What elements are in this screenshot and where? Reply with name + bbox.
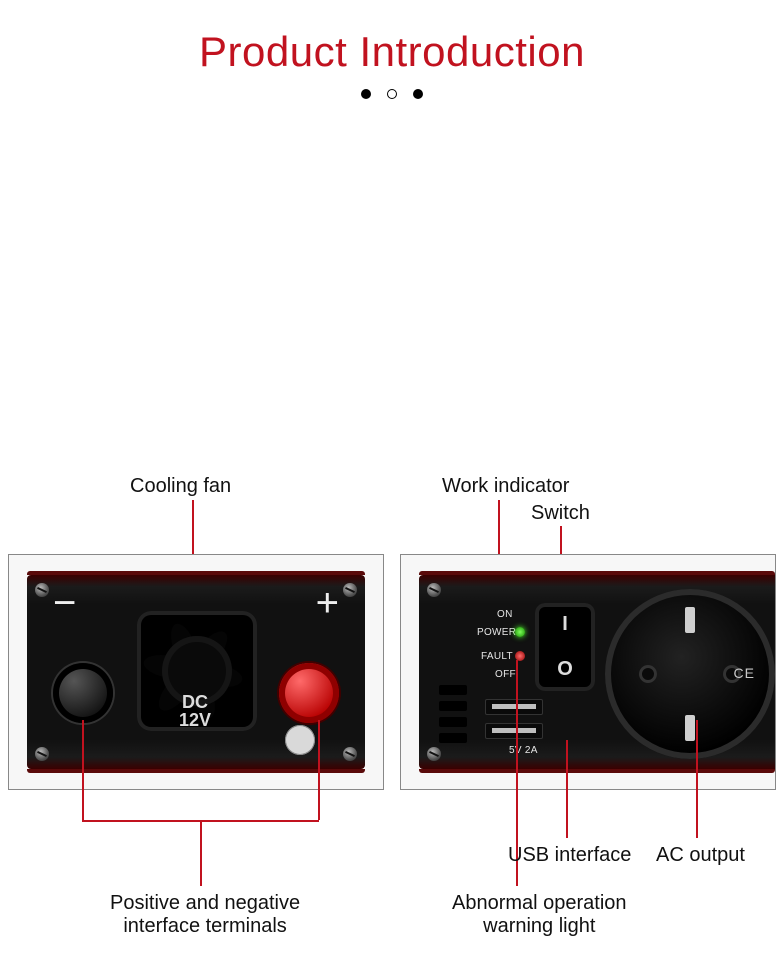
pager-dots [0, 86, 784, 104]
screw-icon [427, 583, 441, 597]
usb-rating: 5V 2A [509, 745, 538, 756]
label-usb-interface: USB interface [508, 844, 631, 867]
screw-icon [35, 583, 49, 597]
label-ac-output: AC output [656, 844, 745, 867]
screw-icon [35, 747, 49, 761]
work-indicator-led [515, 627, 525, 637]
screw-icon [343, 747, 357, 761]
screw-icon [343, 583, 357, 597]
vent-grille-icon [439, 685, 467, 743]
right-device-body: ON POWER FAULT OFF I O 5V 2A CE [419, 575, 775, 769]
leader-pos-terminal [318, 720, 320, 820]
label-switch: Switch [531, 502, 590, 525]
leader-usb [566, 740, 568, 838]
label-abnormal-line2: warning light [452, 915, 627, 938]
label-abnormal-line1: Abnormal operation [452, 892, 627, 915]
left-device-body: − + DC 12V [27, 575, 365, 769]
label-cooling-fan: Cooling fan [130, 475, 231, 498]
dot-3 [413, 89, 423, 99]
minus-sign: − [53, 581, 76, 626]
dc-text: DC [179, 693, 211, 711]
power-text: POWER [477, 627, 516, 638]
usb-port-1 [485, 699, 543, 715]
power-switch: I O [535, 603, 595, 691]
label-abnormal-warning: Abnormal operation warning light [452, 892, 627, 938]
ac-socket: CE [605, 589, 775, 759]
on-text: ON [497, 609, 513, 620]
off-text: OFF [495, 669, 516, 680]
positive-terminal [279, 663, 339, 723]
label-pos-neg-line2: interface terminals [110, 915, 300, 938]
left-panel: − + DC 12V [8, 554, 384, 790]
right-panel: ON POWER FAULT OFF I O 5V 2A CE [400, 554, 776, 790]
leader-neg-terminal [82, 720, 84, 820]
plus-sign: + [316, 581, 339, 626]
dc-volt: 12V [179, 711, 211, 729]
dot-1 [361, 89, 371, 99]
screw-icon [427, 747, 441, 761]
rocker-o: O [535, 658, 595, 681]
leader-terminals-drop [200, 820, 202, 886]
leader-ac-output [696, 720, 698, 838]
dot-2-active [387, 89, 397, 99]
fault-text: FAULT [481, 651, 513, 662]
rocker-i: I [535, 613, 595, 636]
dc-label: DC 12V [179, 693, 211, 729]
ce-mark: CE [734, 665, 755, 681]
label-work-indicator: Work indicator [442, 475, 569, 498]
label-pos-neg-terminals: Positive and negative interface terminal… [110, 892, 300, 938]
negative-terminal [53, 663, 113, 723]
usb-port-2 [485, 723, 543, 739]
page-title: Product Introduction [0, 0, 784, 76]
label-pos-neg-line1: Positive and negative [110, 892, 300, 915]
qc-sticker-icon [285, 725, 315, 755]
